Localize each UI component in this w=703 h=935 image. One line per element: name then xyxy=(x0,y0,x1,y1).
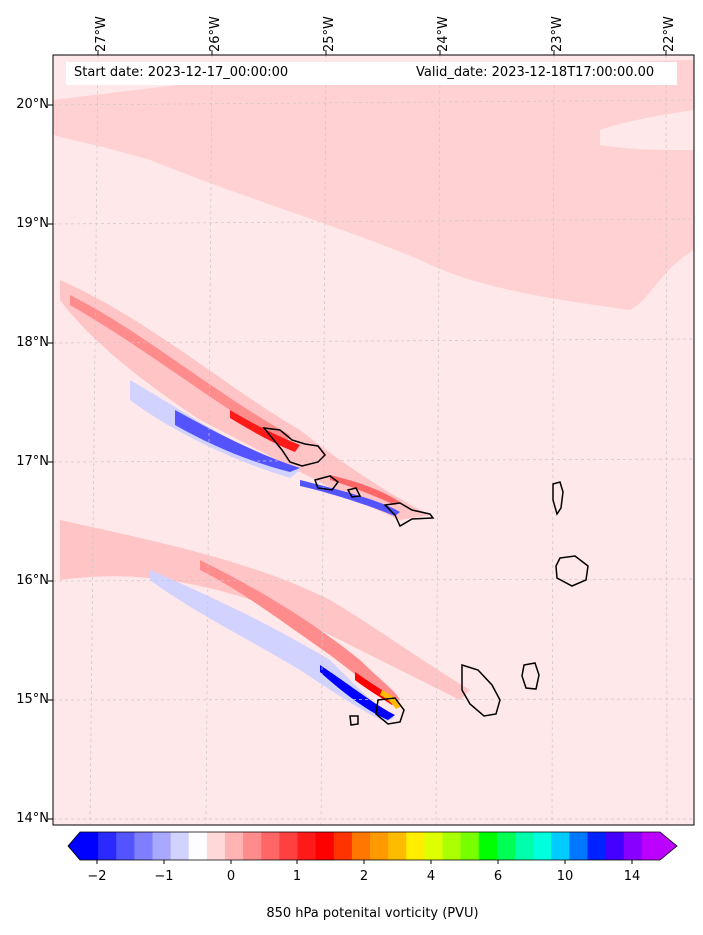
colorbar-segment xyxy=(533,832,552,860)
colorbar-segment xyxy=(551,832,570,860)
colorbar-segment xyxy=(170,832,190,860)
coastlines xyxy=(262,427,589,726)
graticule xyxy=(53,55,694,825)
colorbar-segment xyxy=(587,832,607,860)
lon-label-24w: 24°W xyxy=(436,16,451,52)
map-plot-area xyxy=(53,55,694,825)
colorbar-segment xyxy=(116,832,135,860)
lon-label-27w: 27°W xyxy=(94,16,109,52)
colorbar-segment xyxy=(134,832,153,860)
colorbar-segment xyxy=(496,832,516,860)
colorbar-segment xyxy=(152,832,172,860)
colorbar-segment xyxy=(315,832,335,860)
island-sal xyxy=(552,481,564,516)
colorbar-segment xyxy=(297,832,317,860)
lon-label-26w: 26°W xyxy=(208,16,223,52)
tick-marks xyxy=(48,50,667,820)
colorbar-segment xyxy=(351,832,371,860)
colorbar-segment xyxy=(333,832,353,860)
colorbar-tick: −2 xyxy=(87,869,107,884)
colorbar-tick: 1 xyxy=(292,869,302,884)
lat-label-15n: 15°N xyxy=(16,692,49,707)
colorbar-extend-min xyxy=(68,832,80,860)
colorbar-segment xyxy=(515,832,534,860)
colorbar-segment xyxy=(623,832,643,860)
island-santo-antao xyxy=(262,427,326,467)
colorbar-label: 850 hPa potenital vorticity (PVU) xyxy=(266,906,479,921)
island-fogo xyxy=(375,697,405,725)
colorbar-segment xyxy=(442,832,462,860)
pv-streamer-north-red-core xyxy=(230,410,300,452)
pv-band-gap xyxy=(600,110,694,150)
pv-streamer-south-red xyxy=(200,560,400,703)
island-boa-vista xyxy=(555,555,589,587)
pv-streamer-north-red-tail xyxy=(330,475,400,505)
colorbar-tick: 4 xyxy=(426,869,436,884)
colorbar-segment xyxy=(478,832,498,860)
pv-streamer-north-outer xyxy=(60,280,430,520)
lat-label-17n: 17°N xyxy=(16,454,49,469)
lon-label-23w: 23°W xyxy=(550,16,565,52)
colorbar-segment xyxy=(279,832,298,860)
pv-streamer-south-blue-core xyxy=(320,665,395,720)
island-brava xyxy=(349,715,359,726)
lat-label-16n: 16°N xyxy=(16,573,49,588)
colorbar-segment xyxy=(460,832,480,860)
island-sao-vicente xyxy=(314,475,340,491)
colorbar-outline xyxy=(67,831,678,861)
colorbar-segment xyxy=(605,832,625,860)
pv-streamer-south-outer xyxy=(60,520,470,700)
colorbar-segment xyxy=(225,832,244,860)
colorbar-segment xyxy=(98,832,117,860)
colorbar-tick: 2 xyxy=(359,869,369,884)
colorbar-tick: 14 xyxy=(623,869,641,884)
colorbar xyxy=(67,831,678,864)
pv-streamer-north-blue-core xyxy=(175,410,300,472)
colorbar-tick: 6 xyxy=(493,869,503,884)
colorbar-segment xyxy=(261,832,280,860)
colorbar-tick: 10 xyxy=(556,869,574,884)
map-frame xyxy=(52,54,695,826)
lon-label-25w: 25°W xyxy=(322,16,337,52)
island-sao-nicolau xyxy=(383,502,435,528)
colorbar-segment xyxy=(569,832,588,860)
colorbar-segment xyxy=(641,832,661,860)
colorbar-tick: 0 xyxy=(226,869,236,884)
colorbar-segment xyxy=(188,832,208,860)
lat-label-19n: 19°N xyxy=(16,216,49,231)
valid-date-label: Valid_date: 2023-12-18T17:00:00.00 xyxy=(416,65,655,80)
lat-label-14n: 14°N xyxy=(16,811,49,826)
date-header-box xyxy=(66,62,677,85)
pv-streamer-south-blue xyxy=(150,570,395,722)
lat-label-20n: 20°N xyxy=(16,97,49,112)
island-santa-luzia xyxy=(346,487,362,498)
colorbar-tick: −1 xyxy=(154,869,174,884)
pv-band-north xyxy=(53,60,694,310)
island-santiago xyxy=(461,663,501,717)
lon-label-22w: 22°W xyxy=(662,16,677,52)
pv-streamer-north-red xyxy=(70,295,290,445)
colorbar-segment xyxy=(80,832,99,860)
colorbar-segment xyxy=(206,832,226,860)
colorbar-extend-max xyxy=(660,832,677,860)
lat-label-18n: 18°N xyxy=(16,335,49,350)
colorbar-segment xyxy=(388,832,407,860)
island-maio xyxy=(521,662,540,690)
colorbar-segment xyxy=(424,832,443,860)
colorbar-segment xyxy=(243,832,262,860)
start-date-label: Start date: 2023-12-17_00:00:00 xyxy=(74,65,289,80)
colorbar-segment xyxy=(406,832,425,860)
colorbar-segment xyxy=(370,832,389,860)
